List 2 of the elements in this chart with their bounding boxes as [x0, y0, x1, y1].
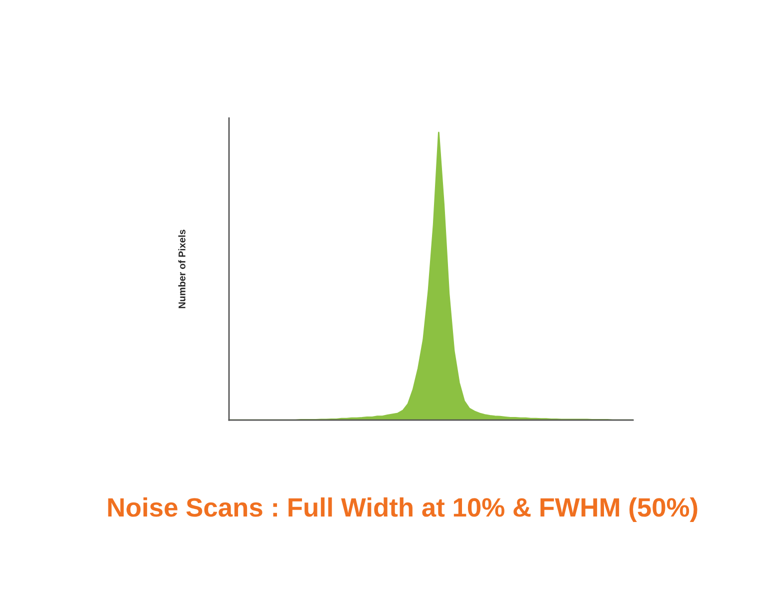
y-axis-title: Number of Pixels: [178, 230, 186, 308]
text: Noise Scans : Full Width at 10% & FWHM (50%): [108, 497, 698, 522]
